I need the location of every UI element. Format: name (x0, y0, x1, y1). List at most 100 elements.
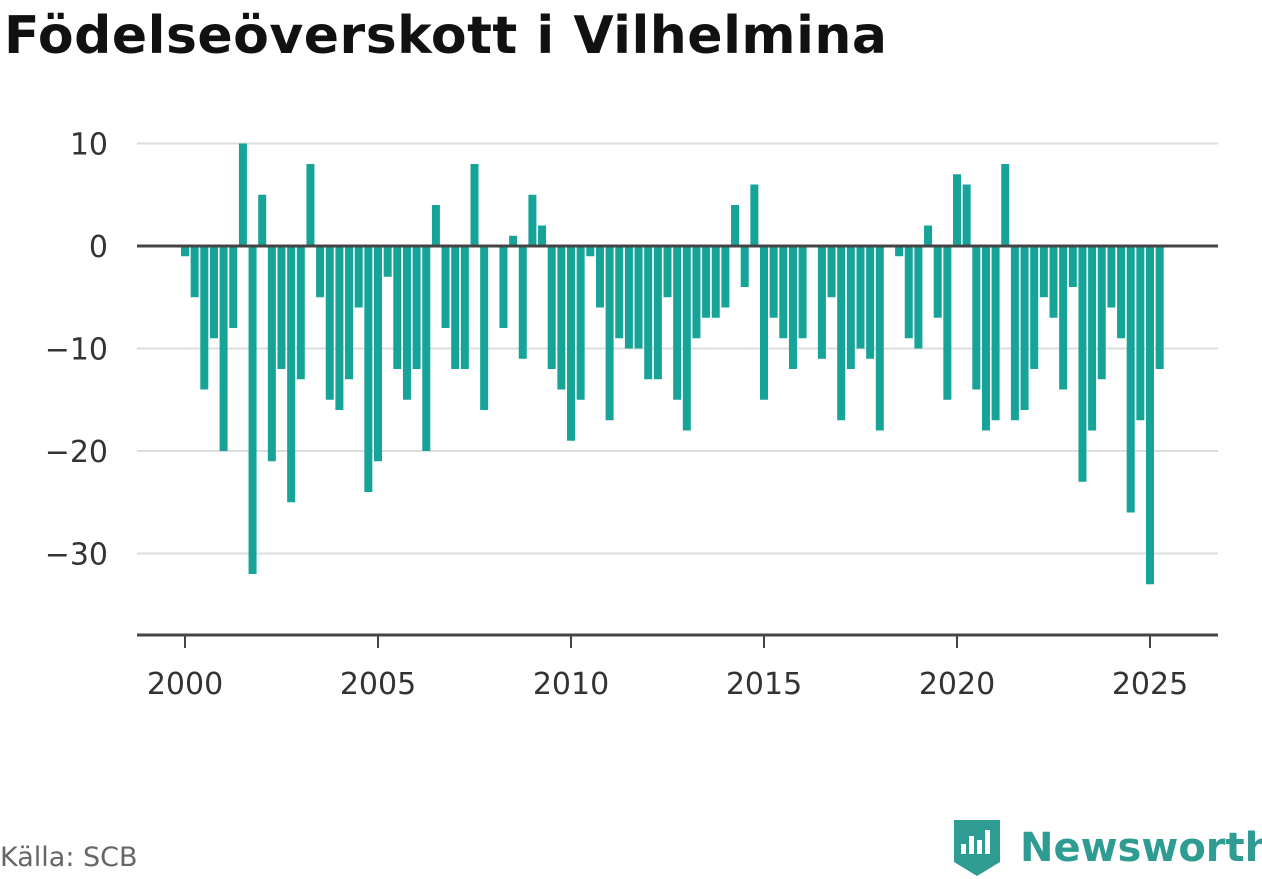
bar (1010, 246, 1019, 421)
bar (460, 246, 469, 369)
x-tick-label: 2010 (533, 667, 609, 702)
bar (1136, 246, 1145, 421)
bar (653, 246, 662, 380)
y-tick-label: −20 (45, 435, 108, 470)
bar (1126, 246, 1135, 513)
bar (1155, 246, 1164, 369)
bar (518, 246, 527, 359)
bar (354, 246, 363, 308)
bar (238, 143, 247, 246)
chart-title: Födelseöverskott i Vilhelmina (4, 6, 888, 66)
bar (798, 246, 807, 339)
bar (779, 246, 788, 339)
bar (181, 246, 189, 257)
bar (972, 246, 981, 390)
bar (277, 246, 286, 369)
bar (209, 246, 218, 339)
bar (267, 246, 276, 462)
bar (702, 246, 711, 318)
bar (200, 246, 209, 390)
newsworthy-logo-icon (954, 820, 1000, 876)
bar (248, 246, 257, 574)
x-tick-label: 2015 (726, 667, 802, 702)
bars (181, 143, 1164, 585)
bar (431, 205, 440, 246)
x-tick-label: 2000 (147, 667, 223, 702)
bar (846, 246, 855, 369)
bar (634, 246, 643, 349)
bar (663, 246, 672, 298)
bar (904, 246, 913, 339)
bar (731, 205, 740, 246)
bar (306, 164, 315, 246)
bar (769, 246, 778, 318)
bar (335, 246, 344, 410)
bar (364, 246, 373, 492)
bar (470, 164, 479, 246)
bar (962, 184, 971, 246)
bar (509, 235, 518, 246)
bar (374, 246, 382, 462)
bar (1117, 246, 1126, 339)
bar (856, 246, 865, 349)
bar (383, 246, 392, 277)
bar (740, 246, 749, 287)
brand-name: Newsworthy (1020, 825, 1262, 871)
y-tick-label: 0 (89, 230, 108, 265)
bar (682, 246, 691, 431)
bar (480, 246, 489, 410)
bar (866, 246, 875, 359)
bar (711, 246, 720, 318)
bar (1097, 246, 1106, 380)
bar (1107, 246, 1116, 308)
bar (924, 225, 933, 246)
bar (402, 246, 411, 400)
bar (219, 246, 228, 451)
bar (229, 246, 238, 328)
bar (296, 246, 305, 380)
bar (538, 225, 547, 246)
bar (345, 246, 354, 380)
bar (441, 246, 450, 328)
bar (1030, 246, 1039, 369)
x-tick-label: 2005 (340, 667, 416, 702)
bar (933, 246, 942, 318)
bar (1059, 246, 1068, 390)
bar (190, 246, 199, 298)
brand-logo: Newsworthy (952, 818, 1262, 878)
y-tick-label: −30 (45, 538, 108, 573)
bar (1039, 246, 1048, 298)
bar (393, 246, 402, 369)
bar (287, 246, 296, 503)
bar (760, 246, 768, 400)
bar (827, 246, 836, 298)
bar (586, 246, 595, 257)
bar (557, 246, 566, 390)
bar (721, 246, 730, 308)
y-tick-label: 10 (70, 128, 108, 163)
bar (914, 246, 923, 349)
bar (981, 246, 990, 431)
bar (875, 246, 884, 431)
bar (316, 246, 325, 298)
bar (1001, 164, 1010, 246)
bar (422, 246, 431, 451)
bar (615, 246, 624, 339)
bar (1146, 246, 1154, 585)
bar (325, 246, 334, 400)
bar (451, 246, 460, 369)
source-note: Källa: SCB (0, 842, 138, 873)
bar (991, 246, 1000, 421)
bar (1020, 246, 1029, 410)
bar (576, 246, 585, 400)
bar (750, 184, 759, 246)
bar (644, 246, 653, 380)
bar (953, 174, 961, 246)
bar (943, 246, 952, 400)
bar (1088, 246, 1097, 431)
bar (817, 246, 826, 359)
x-tick-label: 2020 (919, 667, 995, 702)
bar (624, 246, 633, 349)
bar (595, 246, 604, 308)
